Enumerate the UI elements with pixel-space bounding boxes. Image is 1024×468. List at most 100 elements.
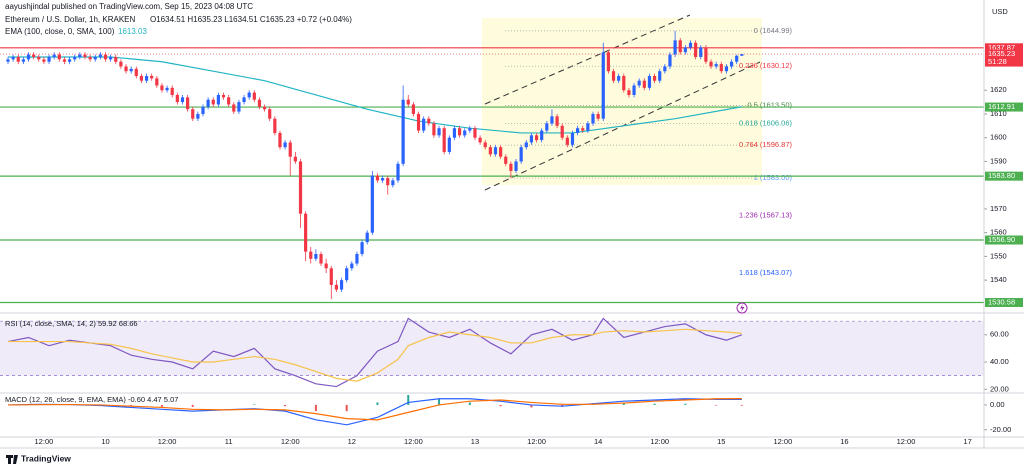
candle-body	[432, 123, 436, 136]
fib-label: 0.236 (1630.12)	[739, 61, 792, 70]
histogram-bar	[284, 404, 287, 407]
candle-body	[411, 104, 415, 114]
candle-body	[678, 40, 682, 53]
rsi-line	[7, 317, 743, 388]
candle-body	[32, 54, 36, 57]
histogram-bar	[622, 403, 625, 405]
candle-body	[350, 263, 354, 269]
level-tag-label: 1583.80	[988, 171, 1015, 180]
candle-body	[632, 85, 636, 95]
candle-body	[560, 125, 564, 138]
candle-body	[452, 128, 457, 138]
candle-body	[160, 85, 164, 91]
histogram-bar	[253, 404, 256, 405]
axis-label: USD	[992, 7, 1008, 16]
candle-body	[576, 128, 580, 133]
candle-body	[257, 99, 262, 107]
candle-body	[468, 128, 472, 131]
event-icon[interactable]	[736, 302, 748, 314]
candle-body	[673, 40, 677, 55]
fib-label: 1.618 (1543.07)	[739, 268, 792, 277]
x-tick-label: 12:00	[527, 437, 546, 446]
candle-body	[627, 90, 631, 95]
candle-body	[457, 128, 462, 136]
candle-body	[570, 132, 575, 145]
histogram-bar	[407, 395, 410, 405]
x-tick-label: 12:00	[773, 437, 792, 446]
candle-body	[406, 99, 410, 105]
candle-body	[237, 102, 241, 112]
candle-body	[386, 178, 390, 186]
candle-body	[37, 56, 41, 60]
candle-body	[67, 59, 72, 62]
candle-body	[504, 156, 508, 164]
candle-body	[601, 52, 605, 119]
candle-body	[540, 130, 544, 141]
candle-body	[401, 99, 405, 164]
candle-body	[493, 147, 498, 155]
candle-body	[26, 54, 31, 60]
candle-body	[186, 97, 190, 110]
histogram-bar	[530, 404, 533, 408]
histogram-bar	[314, 404, 317, 412]
candle-body	[422, 118, 426, 131]
candle-body	[596, 113, 600, 119]
candle-body	[298, 161, 303, 214]
candle-body	[391, 180, 395, 186]
candle-body	[683, 47, 687, 53]
ema-label: EMA (100, close, 0, SMA, 100)	[5, 27, 115, 36]
candle-body	[622, 75, 626, 91]
candle-body	[704, 47, 708, 62]
level-tag-label: 1637.87	[988, 43, 1015, 52]
brand-logo	[6, 455, 18, 464]
histogram-bar	[191, 404, 194, 407]
candle-body	[16, 56, 20, 62]
fib-label: 0.764 (1596.87)	[739, 140, 792, 149]
y-tick-label: 1590	[990, 156, 1007, 165]
candle-body	[11, 56, 15, 60]
candle-body	[293, 156, 297, 162]
histogram-bar	[345, 404, 348, 412]
candle-body	[652, 75, 657, 81]
candle-body	[524, 142, 528, 148]
candle-body	[617, 75, 621, 81]
histogram-bar	[130, 404, 133, 407]
last-price-label: 1635.23	[988, 49, 1015, 58]
candle-body	[232, 104, 236, 112]
candle-body	[83, 54, 87, 57]
candle-body	[478, 137, 482, 143]
candle-body	[216, 94, 220, 105]
candle-body	[396, 163, 400, 181]
pane-title: MACD (12, 26, close, 9, EMA, EMA) -0.60 …	[5, 395, 178, 404]
candle-body	[416, 113, 421, 131]
fib-label: 0.618 (1606.06)	[739, 118, 792, 127]
y-tick-label: 1620	[990, 85, 1007, 94]
candle-body	[642, 80, 646, 88]
histogram-bar	[499, 404, 502, 407]
x-tick-label: 12	[348, 437, 356, 446]
publisher: aayushjindal published on TradingView.co…	[5, 2, 253, 11]
y-tick-label: 1570	[990, 204, 1007, 213]
candle-body	[227, 97, 231, 105]
candle-body	[355, 254, 359, 264]
candle-body	[365, 232, 369, 243]
candle-body	[586, 123, 590, 131]
candle-body	[319, 254, 323, 264]
candle-body	[370, 175, 374, 233]
candle-body	[288, 142, 292, 157]
candle-body	[247, 92, 251, 98]
candle-body	[211, 99, 215, 105]
candle-body	[339, 280, 344, 290]
histogram-bar	[376, 402, 379, 405]
candle-body	[191, 109, 195, 119]
candle-body	[473, 128, 477, 138]
x-tick-label: 14	[594, 437, 602, 446]
candle-body	[709, 61, 713, 67]
event-icon-bolt	[740, 304, 745, 312]
fib-label: 1 (1583.00)	[754, 173, 793, 182]
histogram-bar	[684, 403, 687, 405]
candle-body	[740, 54, 744, 56]
y-tick-label: 1540	[990, 275, 1007, 284]
candle-body	[206, 99, 210, 107]
macd-line	[7, 398, 742, 421]
